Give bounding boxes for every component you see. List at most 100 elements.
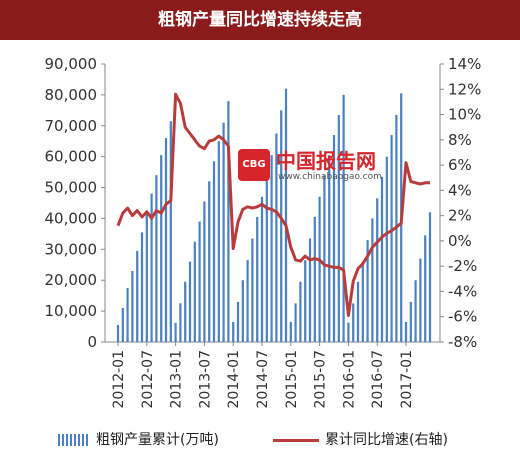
bar — [280, 110, 283, 342]
right-tick-label: -8% — [448, 333, 477, 351]
bar — [308, 238, 312, 342]
right-tick-label: 10% — [448, 106, 481, 124]
left-tick-label: 0 — [87, 333, 97, 351]
right-tick-label: 8% — [448, 131, 472, 149]
bar — [332, 135, 336, 342]
bar — [246, 260, 249, 342]
right-tick-label: 0% — [448, 232, 472, 250]
bar — [193, 241, 196, 342]
left-tick-label: 20,000 — [45, 271, 98, 289]
x-tick-label: 2012-07 — [140, 350, 156, 409]
bar — [414, 280, 417, 342]
bar — [169, 121, 172, 343]
bar — [275, 133, 278, 342]
right-tick-label: 12% — [448, 80, 481, 98]
bar — [174, 322, 177, 342]
legend-bar-swatch — [58, 434, 88, 446]
left-tick-label: 40,000 — [45, 209, 98, 227]
left-tick-label: 50,000 — [45, 179, 98, 197]
bar — [299, 281, 302, 342]
watermark-cn-text: 中国报告网 — [276, 149, 376, 173]
bar — [328, 155, 331, 342]
bar — [289, 321, 292, 342]
bar — [208, 181, 211, 342]
legend-bar-label: 粗钢产量累计(万吨) — [96, 432, 219, 448]
watermark-logo-icon: CBG — [238, 149, 270, 181]
bar — [409, 301, 412, 342]
x-tick-label: 2017-01 — [399, 350, 415, 409]
bar — [366, 240, 369, 342]
left-tick-label: 90,000 — [45, 55, 98, 73]
bar — [390, 135, 393, 342]
bar — [404, 321, 408, 342]
x-tick-label: 2014-07 — [255, 350, 271, 409]
bar — [116, 325, 120, 342]
left-tick-label: 70,000 — [45, 117, 98, 135]
bar — [371, 218, 374, 342]
bar — [227, 101, 230, 342]
bar — [265, 175, 268, 342]
bar — [347, 322, 350, 342]
bar — [136, 250, 139, 342]
bar — [145, 213, 148, 342]
legend-line-label: 累计同比增速(右轴) — [325, 432, 448, 448]
bar — [318, 196, 321, 342]
left-tick-label: 80,000 — [45, 86, 98, 104]
bar — [323, 175, 326, 342]
bar — [304, 260, 307, 342]
bar — [385, 156, 388, 342]
bar — [284, 88, 288, 342]
bar — [150, 193, 153, 342]
x-tick-label: 2012-01 — [111, 350, 127, 409]
bar — [212, 161, 216, 342]
x-tick-label: 2015-07 — [313, 350, 329, 409]
bar — [222, 122, 225, 342]
chart-canvas: 0 10,000 20,000 30,000 40,000 50,000 60,000 70,… — [45, 55, 482, 409]
x-tick-label: 2015-01 — [284, 350, 300, 409]
bar — [313, 216, 316, 342]
right-tick-label: 4% — [448, 181, 472, 199]
bar — [155, 175, 158, 342]
bar — [140, 232, 144, 342]
x-tick-label: 2016-07 — [370, 350, 386, 409]
bar — [256, 216, 259, 342]
right-tick-label: -6% — [448, 308, 477, 326]
right-tick-label: 14% — [448, 55, 481, 73]
watermark-url-text: www.chinabaogao.com — [278, 172, 382, 182]
bar — [342, 94, 345, 342]
bar — [164, 138, 168, 342]
growth-line — [116, 92, 430, 317]
bar — [419, 258, 422, 342]
bar — [121, 308, 124, 342]
bar — [236, 301, 240, 342]
bar — [198, 221, 201, 342]
bar — [251, 238, 254, 342]
bar — [380, 176, 384, 342]
x-tick-label: 2014-01 — [226, 350, 242, 409]
bar — [376, 198, 379, 342]
bar — [356, 281, 360, 342]
bar — [260, 196, 264, 342]
bar — [188, 261, 192, 342]
bar — [270, 155, 273, 342]
x-tick-label: 2016-01 — [341, 350, 357, 409]
bar — [241, 280, 244, 342]
left-tick-label: 30,000 — [45, 240, 98, 258]
bar — [294, 303, 297, 342]
legend-line-swatch — [273, 439, 319, 442]
bar — [352, 303, 355, 342]
bar — [217, 141, 220, 342]
bar — [337, 114, 340, 342]
bar — [184, 281, 187, 342]
bar — [203, 201, 206, 342]
bar — [131, 270, 134, 342]
bar — [428, 212, 432, 342]
bar — [160, 155, 163, 342]
chart-title: 粗钢产量同比增速持续走高 — [0, 0, 520, 40]
right-tick-label: -4% — [448, 282, 477, 300]
bar — [179, 303, 182, 342]
right-tick-label: -2% — [448, 257, 477, 275]
left-tick-label: 60,000 — [45, 148, 98, 166]
x-tick-label: 2013-01 — [169, 350, 185, 409]
right-tick-label: 2% — [448, 207, 472, 225]
